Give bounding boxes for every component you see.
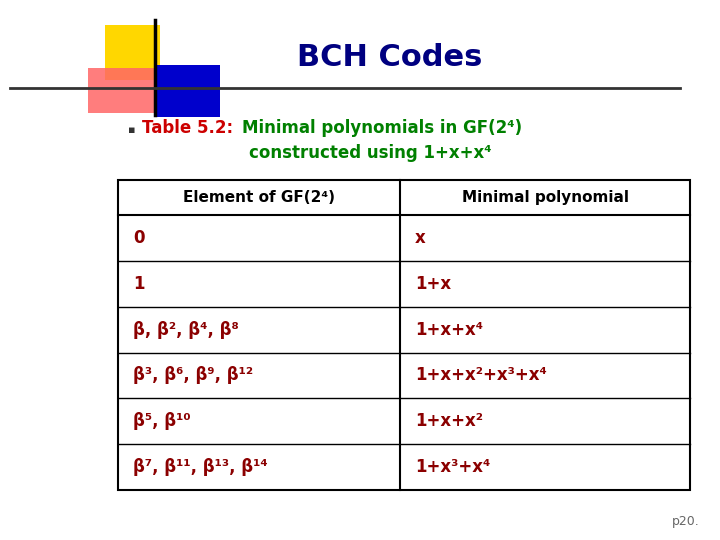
Text: Minimal polynomials in GF(2⁴): Minimal polynomials in GF(2⁴) [242, 119, 522, 137]
Text: β⁷, β¹¹, β¹³, β¹⁴: β⁷, β¹¹, β¹³, β¹⁴ [133, 458, 268, 476]
Bar [118, 180, 690, 490]
Text: 1+x+x²: 1+x+x² [415, 412, 483, 430]
Text: β⁵, β¹⁰: β⁵, β¹⁰ [133, 412, 191, 430]
Text: β, β², β⁴, β⁸: β, β², β⁴, β⁸ [133, 321, 239, 339]
Bar [105, 25, 160, 80]
Text: β³, β⁶, β⁹, β¹²: β³, β⁶, β⁹, β¹² [133, 367, 253, 384]
Text: p20.: p20. [672, 515, 700, 528]
Bar [88, 68, 156, 113]
Text: BCH Codes: BCH Codes [297, 44, 482, 72]
Text: 0: 0 [133, 229, 145, 247]
Text: x: x [415, 229, 426, 247]
Text: ▪: ▪ [128, 125, 135, 135]
Text: 1+x+x⁴: 1+x+x⁴ [415, 321, 483, 339]
Text: Table 5.2:: Table 5.2: [142, 119, 233, 137]
Text: 1+x: 1+x [415, 275, 451, 293]
Text: Minimal polynomial: Minimal polynomial [462, 190, 629, 205]
Text: 1+x+x²+x³+x⁴: 1+x+x²+x³+x⁴ [415, 367, 547, 384]
Text: constructed using 1+x+x⁴: constructed using 1+x+x⁴ [248, 144, 491, 162]
Text: 1: 1 [133, 275, 145, 293]
Text: 1+x³+x⁴: 1+x³+x⁴ [415, 458, 490, 476]
Bar [155, 65, 220, 117]
Text: Element of GF(2⁴): Element of GF(2⁴) [183, 190, 335, 205]
